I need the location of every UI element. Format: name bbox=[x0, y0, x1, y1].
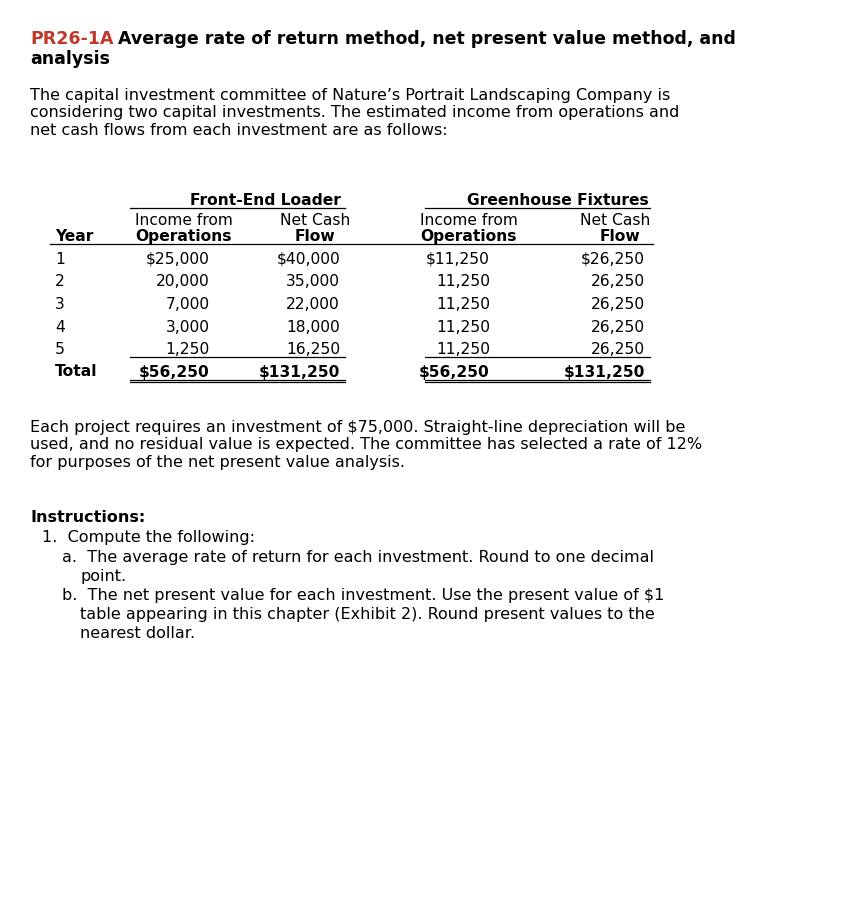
Text: Instructions:: Instructions: bbox=[30, 509, 145, 525]
Text: Operations: Operations bbox=[420, 229, 517, 244]
Text: 11,250: 11,250 bbox=[436, 342, 490, 357]
Text: 2: 2 bbox=[55, 274, 64, 289]
Text: $56,250: $56,250 bbox=[139, 364, 210, 379]
Text: 11,250: 11,250 bbox=[436, 297, 490, 312]
Text: $56,250: $56,250 bbox=[420, 364, 490, 379]
Text: 3: 3 bbox=[55, 297, 64, 312]
Text: Flow: Flow bbox=[600, 229, 641, 244]
Text: 1.  Compute the following:: 1. Compute the following: bbox=[42, 529, 255, 544]
Text: The capital investment committee of Nature’s Portrait Landscaping Company is
con: The capital investment committee of Natu… bbox=[30, 88, 679, 138]
Text: 4: 4 bbox=[55, 319, 64, 335]
Text: Net Cash: Net Cash bbox=[580, 213, 650, 228]
Text: $25,000: $25,000 bbox=[146, 252, 210, 267]
Text: 1: 1 bbox=[55, 252, 64, 267]
Text: 20,000: 20,000 bbox=[157, 274, 210, 289]
Text: 1,250: 1,250 bbox=[166, 342, 210, 357]
Text: 22,000: 22,000 bbox=[286, 297, 340, 312]
Text: 26,250: 26,250 bbox=[591, 319, 645, 335]
Text: $11,250: $11,250 bbox=[426, 252, 490, 267]
Text: b.  The net present value for each investment. Use the present value of $1: b. The net present value for each invest… bbox=[62, 587, 665, 602]
Text: analysis: analysis bbox=[30, 50, 110, 68]
Text: $131,250: $131,250 bbox=[563, 364, 645, 379]
Text: $26,250: $26,250 bbox=[581, 252, 645, 267]
Text: nearest dollar.: nearest dollar. bbox=[80, 625, 195, 641]
Text: 5: 5 bbox=[55, 342, 65, 357]
Text: Flow: Flow bbox=[295, 229, 335, 244]
Text: Year: Year bbox=[55, 229, 94, 244]
Text: 18,000: 18,000 bbox=[286, 319, 340, 335]
Text: Each project requires an investment of $75,000. Straight-line depreciation will : Each project requires an investment of $… bbox=[30, 420, 702, 470]
Text: 16,250: 16,250 bbox=[286, 342, 340, 357]
Text: 26,250: 26,250 bbox=[591, 297, 645, 312]
Text: Net Cash: Net Cash bbox=[280, 213, 350, 228]
Text: PR26-1A: PR26-1A bbox=[30, 30, 114, 48]
Text: Income from: Income from bbox=[135, 213, 233, 228]
Text: 26,250: 26,250 bbox=[591, 342, 645, 357]
Text: table appearing in this chapter (Exhibit 2). Round present values to the: table appearing in this chapter (Exhibit… bbox=[80, 607, 654, 621]
Text: Total: Total bbox=[55, 364, 97, 379]
Text: 11,250: 11,250 bbox=[436, 274, 490, 289]
Text: Average rate of return method, net present value method, and: Average rate of return method, net prese… bbox=[118, 30, 736, 48]
Text: Operations: Operations bbox=[135, 229, 231, 244]
Text: Front-End Loader: Front-End Loader bbox=[189, 193, 341, 208]
Text: 7,000: 7,000 bbox=[166, 297, 210, 312]
Text: 26,250: 26,250 bbox=[591, 274, 645, 289]
Text: point.: point. bbox=[80, 568, 126, 584]
Text: 35,000: 35,000 bbox=[286, 274, 340, 289]
Text: 3,000: 3,000 bbox=[166, 319, 210, 335]
Text: 11,250: 11,250 bbox=[436, 319, 490, 335]
Text: Income from: Income from bbox=[420, 213, 518, 228]
Text: Greenhouse Fixtures: Greenhouse Fixtures bbox=[467, 193, 648, 208]
Text: $131,250: $131,250 bbox=[259, 364, 340, 379]
Text: a.  The average rate of return for each investment. Round to one decimal: a. The average rate of return for each i… bbox=[62, 550, 654, 564]
Text: $40,000: $40,000 bbox=[276, 252, 340, 267]
